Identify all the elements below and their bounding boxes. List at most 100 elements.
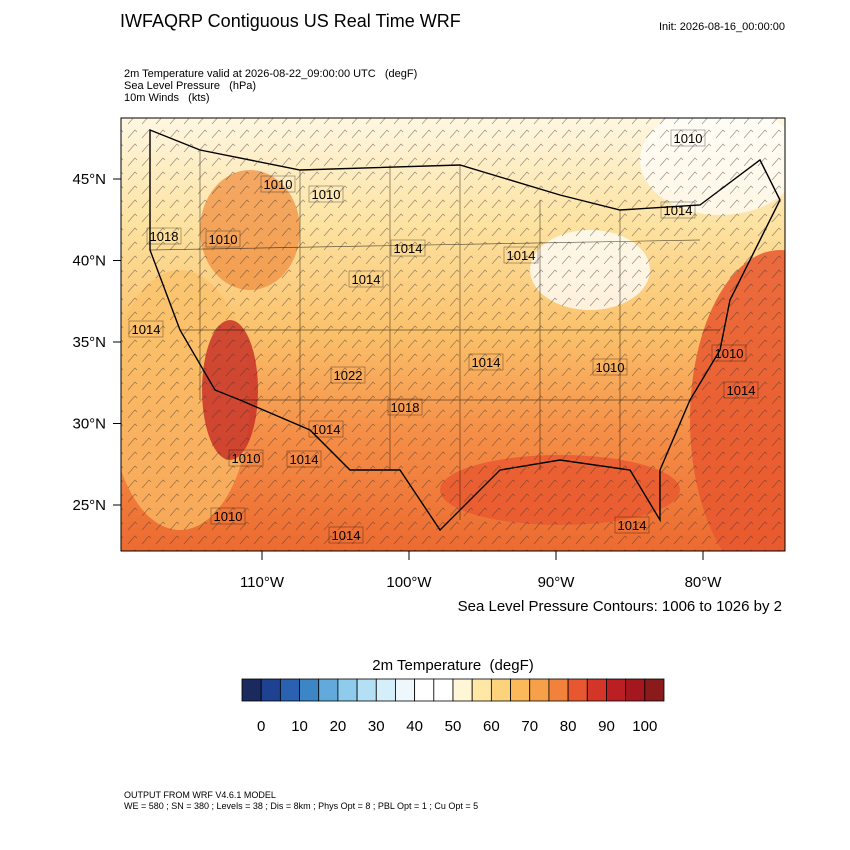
- contour-label: 1010: [715, 346, 744, 361]
- contour-label-box: [210, 507, 246, 525]
- lat-tick-label: 45°N: [72, 171, 106, 188]
- contour-label: 1014: [394, 241, 423, 256]
- colorbar-tick-label: 80: [560, 718, 577, 735]
- colorbar-box: [452, 678, 473, 702]
- contour-label-box: [228, 449, 264, 467]
- colorbar-box: [625, 678, 646, 702]
- colorbar-box: [241, 678, 262, 702]
- footer-line: WE = 580 ; SN = 380 ; Levels = 38 ; Dis …: [124, 801, 478, 811]
- colorbar-box: [606, 678, 627, 702]
- map: [121, 118, 785, 551]
- title: IWFAQRP Contiguous US Real Time WRF: [120, 11, 461, 31]
- colorbar-tick-label: 30: [368, 718, 385, 735]
- colorbar-box: [490, 678, 511, 702]
- contour-label-box: [205, 230, 241, 248]
- contour-label-box: [711, 344, 747, 362]
- colorbar-box: [433, 678, 454, 702]
- colorbar-tick-label: 70: [521, 718, 538, 735]
- contour-label: 1014: [507, 248, 536, 263]
- init-time: Init: 2026-08-16_00:00:00: [659, 21, 785, 33]
- contour-label: 1010: [312, 187, 341, 202]
- contour-label: 1014: [727, 383, 756, 398]
- contour-label: 1014: [312, 422, 341, 437]
- lat-tick-label: 25°N: [72, 497, 106, 514]
- colorbar-box: [299, 678, 320, 702]
- colorbar-tick-label: 20: [330, 718, 347, 735]
- lon-tick-label: 110°W: [240, 574, 285, 591]
- contour-label-box: [503, 246, 539, 264]
- contour-label: 1014: [332, 528, 361, 543]
- contour-label-box: [592, 358, 628, 376]
- colorbar-box: [318, 678, 339, 702]
- colorbar-box: [395, 678, 416, 702]
- field-list: 2m Temperature valid at 2026-08-22_09:00…: [124, 68, 417, 104]
- contour-note: Sea Level Pressure Contours: 1006 to 102…: [458, 598, 782, 615]
- contour-label: 1010: [232, 451, 261, 466]
- contour-label: 1022: [334, 368, 363, 383]
- contour-label-box: [260, 175, 296, 193]
- field-line: 2m Temperature valid at 2026-08-22_09:00…: [124, 68, 417, 80]
- colorbar-tick-label: 40: [406, 718, 423, 735]
- colorbar-box: [356, 678, 377, 702]
- contour-label: 1018: [391, 400, 420, 415]
- colorbar: 0 10 20 30 40 50 60 70 80 90 100: [241, 678, 665, 735]
- colorbar-box: [510, 678, 531, 702]
- contour-label: 1018: [150, 229, 179, 244]
- contour-label: 1014: [472, 355, 501, 370]
- contour-label-box: [146, 227, 182, 245]
- contour-label: 1014: [290, 452, 319, 467]
- colorbar-box: [337, 678, 358, 702]
- colorbar-box: [529, 678, 550, 702]
- contour-label: 1010: [264, 177, 293, 192]
- contour-label-box: [330, 366, 366, 384]
- lon-tick-label: 90°W: [538, 574, 576, 591]
- contour-label-box: [390, 239, 426, 257]
- contour-label-box: [468, 353, 504, 371]
- contour-label: 1014: [132, 322, 161, 337]
- lat-tick-label: 40°N: [72, 253, 106, 270]
- contour-label-box: [660, 201, 696, 219]
- contour-labels: 1010 1014 1018 1010 1010 1010 1014 1014 1014 1014…: [128, 129, 759, 544]
- colorbar-title: 2m Temperature (degF): [372, 657, 533, 674]
- contour-label: 1014: [352, 272, 381, 287]
- colorbar-box: [375, 678, 396, 702]
- contour-label-box: [387, 398, 423, 416]
- contour-label-box: [308, 185, 344, 203]
- contour-label: 1010: [674, 131, 703, 146]
- colorbar-box: [279, 678, 300, 702]
- colorbar-tick-label: 60: [483, 718, 500, 735]
- contour-label-box: [128, 320, 164, 338]
- contour-label: 1010: [596, 360, 625, 375]
- colorbar-box: [548, 678, 569, 702]
- colorbar-box: [471, 678, 492, 702]
- contour-label-box: [348, 270, 384, 288]
- field-line: Sea Level Pressure (hPa): [124, 80, 256, 92]
- colorbar-tick-label: 10: [291, 718, 308, 735]
- contour-label-box: [308, 420, 344, 438]
- colorbar-box: [644, 678, 665, 702]
- contour-label: 1010: [214, 509, 243, 524]
- contour-label-box: [328, 526, 364, 544]
- contour-label: 1014: [664, 203, 693, 218]
- footer-line: OUTPUT FROM WRF V4.6.1 MODEL: [124, 790, 276, 800]
- field-line: 10m Winds (kts): [124, 92, 210, 104]
- colorbar-box: [414, 678, 435, 702]
- colorbar-tick-label: 0: [257, 718, 265, 735]
- colorbar-box: [567, 678, 588, 702]
- contour-label: 1010: [209, 232, 238, 247]
- contour-label-box: [614, 516, 650, 534]
- colorbar-tick-label: 90: [598, 718, 615, 735]
- lon-tick-label: 80°W: [685, 574, 723, 591]
- lat-tick-label: 30°N: [72, 416, 106, 433]
- lon-tick-label: 100°W: [386, 574, 432, 591]
- map-frame: [120, 117, 786, 552]
- contour-label-box: [670, 129, 706, 147]
- colorbar-tick-label: 100: [632, 718, 657, 735]
- colorbar-box: [586, 678, 607, 702]
- colorbar-box: [260, 678, 281, 702]
- lat-tick-label: 35°N: [72, 334, 106, 351]
- contour-label-box: [286, 450, 322, 468]
- contour-label: 1014: [618, 518, 647, 533]
